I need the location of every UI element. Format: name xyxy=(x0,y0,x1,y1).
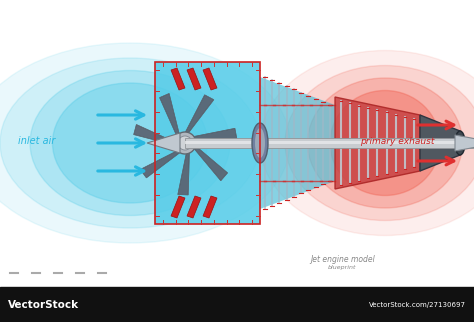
Ellipse shape xyxy=(330,90,440,195)
Polygon shape xyxy=(420,115,460,171)
Bar xyxy=(185,138,474,148)
Ellipse shape xyxy=(53,83,208,203)
Polygon shape xyxy=(171,68,185,90)
Ellipse shape xyxy=(455,131,465,155)
Polygon shape xyxy=(184,95,214,135)
Bar xyxy=(185,140,474,144)
Text: VectorStock: VectorStock xyxy=(8,300,79,310)
Polygon shape xyxy=(260,77,335,209)
Polygon shape xyxy=(192,144,228,181)
Polygon shape xyxy=(335,97,420,189)
Ellipse shape xyxy=(255,128,265,158)
Bar xyxy=(155,62,260,224)
Text: primary exhaust: primary exhaust xyxy=(360,137,434,146)
Polygon shape xyxy=(134,125,178,146)
Ellipse shape xyxy=(0,43,290,243)
Polygon shape xyxy=(160,93,180,139)
Text: inlet air: inlet air xyxy=(18,136,55,146)
Polygon shape xyxy=(140,149,182,178)
Polygon shape xyxy=(187,68,201,90)
Text: VectorStock.com/27130697: VectorStock.com/27130697 xyxy=(369,302,466,308)
Polygon shape xyxy=(203,68,217,90)
Ellipse shape xyxy=(30,71,230,215)
Ellipse shape xyxy=(0,58,260,228)
Text: blueprint: blueprint xyxy=(328,266,356,270)
Polygon shape xyxy=(171,196,185,218)
Text: Jet engine model: Jet engine model xyxy=(310,255,375,264)
Ellipse shape xyxy=(260,51,474,235)
Polygon shape xyxy=(178,150,190,195)
Ellipse shape xyxy=(178,136,192,150)
Ellipse shape xyxy=(308,78,463,208)
Ellipse shape xyxy=(285,65,474,221)
Polygon shape xyxy=(455,135,474,151)
Polygon shape xyxy=(191,128,237,139)
Ellipse shape xyxy=(174,132,196,154)
Bar xyxy=(0,287,474,322)
Bar xyxy=(155,62,260,224)
Polygon shape xyxy=(147,133,180,153)
Ellipse shape xyxy=(252,123,268,163)
Polygon shape xyxy=(203,196,217,218)
Polygon shape xyxy=(187,196,201,218)
